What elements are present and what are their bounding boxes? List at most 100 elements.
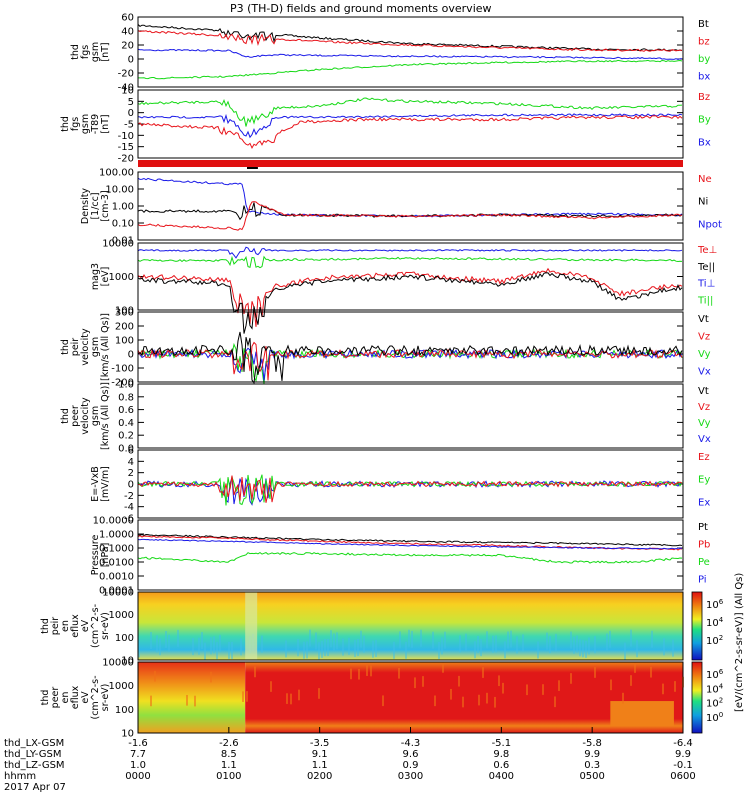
ylabel-line: [nT] [100,42,111,61]
spectrogram-streak [342,638,344,656]
spectrogram-streak [432,631,434,649]
spectrogram-streak [663,638,665,656]
xtick-label: 0100 [216,771,241,782]
spectrogram-streak [494,696,496,708]
xtick-label: -0.1 [673,760,693,771]
series-Pe [137,551,683,564]
ytick-label: 100 [115,336,134,347]
legend-Te⊥: Te⊥ [697,245,717,256]
spectrogram-streak [606,633,608,651]
xtick-label: 0600 [670,771,695,782]
ytick-label: 1.00 [112,202,134,213]
xtick-label: -4.3 [401,738,421,749]
spectrogram-streak [303,641,305,659]
spectrogram-streak [510,630,512,648]
xtick-label: -5.8 [582,738,602,749]
ylabel-pressure: Pressure [nPa] [90,535,111,576]
spectrogram-streak [210,671,212,683]
colorbar-tick: 102 [706,697,723,710]
spectrogram-streak [537,641,539,659]
ylabel-line: eV [80,691,91,704]
spectrogram-streak [168,634,170,652]
spectrogram-streak [358,668,360,680]
ylabel-line: thd [60,339,71,355]
ytick-label: 200 [115,322,134,333]
spectrogram-streak [363,635,365,653]
spectrogram-streak [622,692,624,704]
spectrogram-streak [231,641,233,659]
ylabel-line: (cm^2-s- [90,676,101,720]
legend-by: by [698,54,710,65]
spectrogram-streak [216,642,218,660]
ylabel-line: fgs [80,45,91,59]
xtick-label: -1.6 [128,738,148,749]
xaxis-date: 2017 Apr 07 [4,782,66,793]
spectrogram-streak [309,629,311,647]
xtick-label: 0.9 [403,760,419,771]
ytick-label: 10 [121,656,134,667]
data-ion_spec [138,592,683,660]
ytick-label: 10.0000 [93,516,134,527]
ylabel-electron_velocity: thd peer velocity gsm [km/s (All Qs)] [60,382,111,450]
spectrogram-streak [370,665,372,677]
legend-By: By [698,115,711,126]
spectrogram-streak [582,640,584,658]
panel-frame [137,519,684,591]
series-By [137,97,683,127]
spectrogram-streak [546,632,548,650]
colorbar [691,661,703,734]
series-bx [137,48,682,61]
spectrogram-streak [444,631,446,649]
ylabel-line: gsm [90,337,101,357]
series-Vz [137,341,683,381]
ytick-label: 0.0001 [99,586,134,597]
ytick-label: -10 [118,131,134,142]
ylabel-line: Pressure [90,535,101,576]
ytick-label: 10000 [102,239,134,250]
spectrogram-streak [651,630,653,648]
spectrogram-streak [495,635,497,653]
legend-bz: bz [698,37,710,48]
ytick-label: 0.0010 [99,572,134,583]
ytick-label: 4 [128,457,134,468]
spectrogram-streak [634,662,636,673]
legend-Bt: Bt [698,19,709,30]
ytick-label: 0.10 [112,219,134,230]
ytick-label: 1000 [109,681,134,692]
spectrogram-streak [414,677,416,689]
ylabel-line: thd [60,408,71,424]
spectrogram-streak [330,630,332,648]
ytick-label: 10 [121,86,134,97]
spectrogram-streak [228,641,230,659]
ytick-label: -5 [124,120,134,131]
page-title: P3 (TH-D) fields and ground moments over… [230,2,492,15]
ylabel-line: [mV/m] [100,466,111,502]
spectrogram-streak [477,635,479,653]
legend-Vy: Vy [698,418,711,429]
spectrogram-streak [636,640,638,658]
ytick-label: 0.2 [118,431,134,442]
ylabel-line: [nPa] [100,543,111,568]
spectrogram-streak [398,667,400,679]
spectrogram-streak [382,695,384,707]
spectrogram-streak [526,684,528,696]
xtick-label: 0.6 [493,760,509,771]
spectrogram-streak [350,668,352,680]
spectrogram-streak [348,637,350,655]
xtick-label: 0400 [489,771,514,782]
xtick-label: 0200 [307,771,332,782]
panel-pressure: Pressure [nPa] 10.0000 1.0000 0.1000 0.0100 0.… [90,516,710,597]
xtick-label: 9.8 [493,749,509,760]
series-by [138,59,683,80]
legend-Vz: Vz [698,332,710,343]
legend-Vt: Vt [698,386,709,397]
xtick-label: 1.0 [130,760,146,771]
mode-bar-mark [247,167,258,169]
ylabel-fgs_gsm: thd fgs gsm [nT] [70,42,111,62]
data-fgs_dsl [137,97,683,150]
panel-density: Density [1/cc] [cm-3] 100.00 10.00 1.00 0.10 0.… [80,168,722,247]
ylabel-line: velocity [80,328,91,366]
ytick-label: 0.0 [118,444,134,455]
ytick-label: 60 [121,13,134,24]
